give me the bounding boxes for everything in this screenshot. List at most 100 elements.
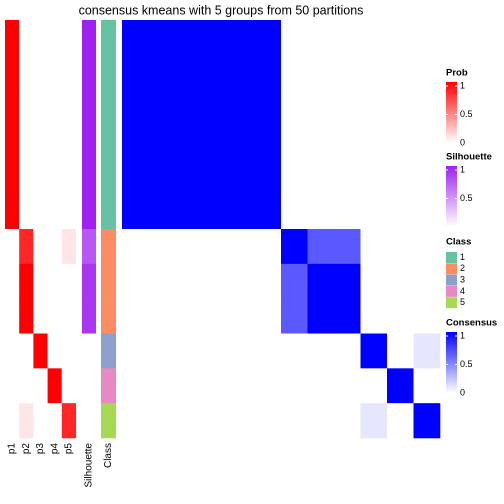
class-cell	[101, 54, 116, 90]
consensus-cell	[413, 368, 441, 404]
silhouette-cell	[82, 403, 96, 439]
consensus-cell	[254, 20, 282, 56]
consensus-cell	[281, 333, 308, 369]
consensus-cell	[387, 124, 414, 160]
silhouette-cell	[82, 263, 96, 299]
legend-gradient	[446, 166, 457, 227]
prob-cell	[61, 298, 76, 334]
consensus-cell	[360, 54, 388, 90]
legend-label: 5	[460, 297, 465, 307]
prob-cell	[5, 298, 20, 334]
prob-cell	[33, 89, 48, 125]
consensus-cell	[148, 403, 176, 439]
prob-cell	[33, 368, 48, 404]
consensus-cell	[148, 333, 176, 369]
consensus-cell	[122, 403, 149, 439]
consensus-cell	[360, 159, 388, 195]
class-cell	[101, 20, 116, 56]
consensus-cell	[175, 89, 202, 125]
consensus-cell	[228, 298, 255, 334]
consensus-cell	[228, 20, 255, 56]
prob-cell	[61, 229, 76, 265]
legend-label: 0	[460, 137, 465, 147]
consensus-cell	[307, 298, 335, 334]
consensus-cell	[281, 298, 308, 334]
consensus-cell	[387, 403, 414, 439]
prob-cell	[47, 298, 62, 334]
class-cell	[101, 333, 116, 369]
consensus-cell	[122, 159, 149, 195]
prob-cell	[33, 20, 48, 56]
class-cell	[101, 229, 116, 265]
consensus-cell	[175, 263, 202, 299]
consensus-cell	[201, 124, 229, 160]
prob-cell	[5, 263, 20, 299]
consensus-cell	[201, 229, 229, 265]
consensus-cell	[413, 194, 441, 230]
consensus-cell	[281, 229, 308, 265]
consensus-cell	[201, 403, 229, 439]
consensus-cell	[387, 298, 414, 334]
class-cell	[101, 298, 116, 334]
consensus-cell	[387, 159, 414, 195]
prob-cell	[5, 54, 20, 90]
silhouette-cell	[82, 229, 96, 265]
silhouette-cell	[82, 20, 96, 56]
consensus-cell	[122, 298, 149, 334]
consensus-cell	[228, 333, 255, 369]
prob-cell	[19, 20, 34, 56]
class-cell	[101, 159, 116, 195]
consensus-cell	[360, 194, 388, 230]
consensus-cell	[148, 54, 176, 90]
prob-cell	[19, 368, 34, 404]
prob-cell	[47, 54, 62, 90]
consensus-cell	[201, 368, 229, 404]
prob-cell	[5, 159, 20, 195]
consensus-cell	[413, 229, 441, 265]
consensus-cell	[413, 403, 441, 439]
prob-cell	[61, 194, 76, 230]
consensus-cell	[228, 194, 255, 230]
prob-cell	[5, 194, 20, 230]
silhouette-cell	[82, 124, 96, 160]
legend-label: 2	[460, 263, 465, 273]
class-cell	[101, 368, 116, 404]
consensus-cell	[175, 159, 202, 195]
consensus-cell	[201, 298, 229, 334]
consensus-cell	[307, 89, 335, 125]
prob-cell	[61, 368, 76, 404]
prob-cell	[5, 368, 20, 404]
consensus-cell	[122, 20, 149, 56]
prob-cell	[19, 333, 34, 369]
consensus-cell	[334, 54, 361, 90]
consensus-cell	[254, 298, 282, 334]
class-cell	[101, 124, 116, 160]
consensus-cell	[175, 124, 202, 160]
consensus-cell	[175, 20, 202, 56]
legend-label: 0.5	[460, 359, 473, 369]
legend-label: 0	[460, 387, 465, 397]
legend-swatch	[446, 252, 457, 263]
legend-swatch	[446, 274, 457, 286]
consensus-cell	[281, 89, 308, 125]
silhouette-cell	[82, 368, 96, 404]
consensus-cell	[175, 298, 202, 334]
class-cell	[101, 403, 116, 439]
legend-title: Silhouette	[446, 152, 492, 163]
chart-title: consensus kmeans with 5 groups from 50 p…	[79, 3, 364, 17]
consensus-cell	[360, 89, 388, 125]
consensus-cell	[122, 368, 149, 404]
consensus-cell	[201, 54, 229, 90]
column-label: p2	[21, 443, 32, 455]
consensus-cell	[413, 20, 441, 56]
consensus-cell	[201, 89, 229, 125]
class-cell	[101, 263, 116, 299]
prob-cell	[61, 159, 76, 195]
consensus-cell	[228, 263, 255, 299]
silhouette-cell	[82, 89, 96, 125]
consensus-cell	[413, 298, 441, 334]
consensus-cell	[201, 20, 229, 56]
consensus-cell	[122, 124, 149, 160]
consensus-cell	[360, 229, 388, 265]
